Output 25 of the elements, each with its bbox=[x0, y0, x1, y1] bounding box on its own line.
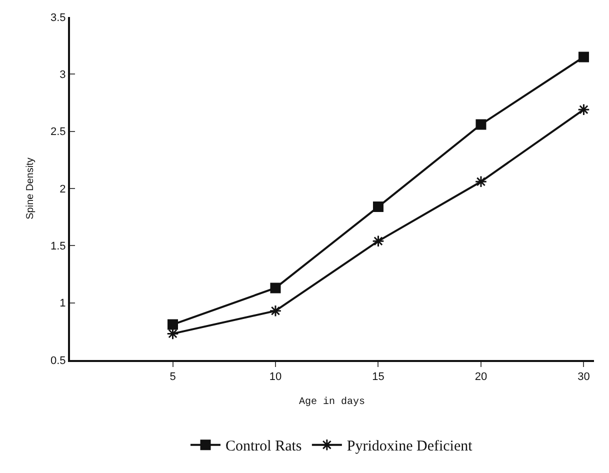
x-axis-title: Age in days bbox=[298, 396, 366, 408]
y-tick-label: 2.5 bbox=[50, 126, 66, 138]
x-tick-label: 20 bbox=[474, 371, 488, 384]
y-tick-label: 1 bbox=[60, 298, 66, 310]
x-tick-label: 30 bbox=[578, 371, 590, 384]
point bbox=[270, 282, 281, 294]
y-axis-title: Spine Density bbox=[25, 158, 36, 220]
y-tick-label: 0.5 bbox=[50, 354, 66, 367]
point bbox=[168, 319, 178, 330]
x-tick-label: 10 bbox=[269, 371, 282, 384]
point bbox=[372, 202, 384, 212]
y-tick-label: 1.5 bbox=[50, 240, 66, 253]
legend-label: Pyridoxine Deficient bbox=[346, 438, 474, 455]
y-tick-label: 3 bbox=[60, 69, 66, 82]
y-tick-label: 3.5 bbox=[50, 12, 66, 24]
y-tick-label: 2 bbox=[60, 183, 66, 196]
point bbox=[476, 119, 486, 130]
x-tick-label: 15 bbox=[372, 371, 384, 384]
point bbox=[578, 103, 590, 116]
point bbox=[372, 234, 384, 248]
point bbox=[474, 175, 488, 188]
point bbox=[578, 52, 589, 62]
legend-label: Control Rats bbox=[226, 438, 302, 455]
x-tick-label: 5 bbox=[170, 371, 176, 384]
point bbox=[269, 304, 282, 317]
